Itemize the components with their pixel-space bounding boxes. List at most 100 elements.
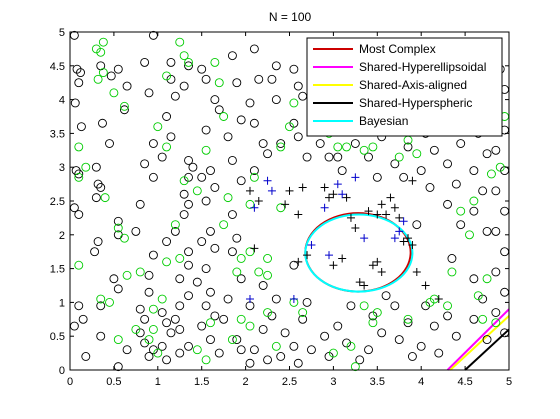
data-point xyxy=(206,335,215,345)
x-tick-label: 2.5 xyxy=(282,376,297,388)
data-point xyxy=(394,335,404,345)
data-point xyxy=(232,335,242,345)
data-point xyxy=(469,314,479,324)
data-point xyxy=(443,311,452,321)
data-point xyxy=(236,314,246,324)
data-point xyxy=(76,68,85,78)
data-point xyxy=(263,254,272,263)
data-point xyxy=(175,301,185,311)
data-point xyxy=(495,162,505,172)
data-point xyxy=(184,61,193,71)
data-point xyxy=(144,88,154,98)
data-point xyxy=(179,81,189,91)
data-point xyxy=(170,226,180,236)
data-point xyxy=(184,247,193,257)
data-point xyxy=(227,247,237,257)
data-point xyxy=(478,186,488,196)
data-point-plus xyxy=(404,234,413,243)
data-point-plus xyxy=(399,237,408,246)
data-point-plus xyxy=(294,257,303,266)
data-point xyxy=(236,274,246,284)
data-point xyxy=(232,267,242,277)
data-point xyxy=(184,199,193,209)
data-point xyxy=(210,57,220,67)
data-point xyxy=(456,206,466,216)
data-point xyxy=(113,223,123,233)
data-point xyxy=(227,155,237,165)
data-point xyxy=(201,125,211,135)
boundary-line xyxy=(464,328,510,371)
data-point xyxy=(271,95,281,105)
data-point xyxy=(377,328,387,338)
y-tick-label: 2.5 xyxy=(50,196,65,208)
data-point xyxy=(232,233,242,243)
data-point xyxy=(407,352,417,361)
data-point xyxy=(93,179,103,189)
data-point xyxy=(372,308,382,317)
x-tick-label: 2 xyxy=(243,376,249,388)
x-tick-label: 0 xyxy=(67,376,73,388)
data-point-plus xyxy=(342,193,351,202)
data-point xyxy=(355,355,365,365)
data-point xyxy=(289,98,299,108)
data-point-plus xyxy=(325,193,334,202)
data-point-plus xyxy=(320,203,329,212)
data-point-plus xyxy=(245,295,254,304)
data-point xyxy=(469,274,479,284)
data-point xyxy=(346,341,356,351)
data-point xyxy=(140,314,150,324)
data-point xyxy=(197,321,207,331)
data-point xyxy=(447,267,457,277)
data-point xyxy=(403,318,413,328)
data-point xyxy=(74,142,84,152)
data-point xyxy=(206,166,215,176)
data-point xyxy=(166,57,176,67)
data-point xyxy=(122,345,132,355)
data-point xyxy=(293,81,303,91)
data-point xyxy=(390,301,400,311)
data-point xyxy=(148,139,158,148)
data-point xyxy=(206,226,215,236)
axes: 0 0.5 1 1.5 2 2.5 3 3.5 4 4.5 5 0 0.5 1 1.5 2 2.5 3 3.5 4 4.… xyxy=(50,27,512,388)
data-point xyxy=(206,287,215,297)
data-point-plus xyxy=(338,254,347,263)
data-point xyxy=(276,352,286,361)
data-point xyxy=(258,139,268,148)
data-point-plus xyxy=(408,176,417,185)
data-point-plus xyxy=(329,261,338,270)
data-point xyxy=(364,345,373,355)
data-point xyxy=(93,237,103,247)
data-point xyxy=(412,149,422,159)
data-point xyxy=(482,226,492,236)
x-tick-label: 3 xyxy=(330,376,336,388)
data-point-plus xyxy=(360,281,369,290)
data-point-plus xyxy=(408,240,417,249)
data-point xyxy=(491,186,501,196)
data-point xyxy=(289,341,299,351)
data-point xyxy=(157,308,167,317)
data-point xyxy=(78,314,88,324)
data-point xyxy=(359,145,369,155)
data-point xyxy=(263,270,272,280)
data-point xyxy=(119,233,129,243)
data-point-plus xyxy=(325,251,334,260)
y-tick-label: 2 xyxy=(59,230,65,242)
data-point xyxy=(447,254,457,263)
data-point xyxy=(214,78,224,88)
data-point xyxy=(144,352,154,361)
data-point xyxy=(416,166,426,176)
data-point xyxy=(72,64,82,74)
data-point xyxy=(346,301,356,311)
data-point xyxy=(219,220,229,230)
data-point xyxy=(74,172,84,182)
data-point-plus xyxy=(386,193,395,202)
data-point-plus xyxy=(395,227,404,236)
legend-label: Most Complex xyxy=(359,42,436,56)
data-point xyxy=(113,64,123,74)
data-point xyxy=(153,122,163,132)
data-point xyxy=(113,284,123,294)
data-point xyxy=(162,318,172,328)
data-point xyxy=(276,139,286,148)
data-point xyxy=(70,98,80,108)
data-point xyxy=(90,247,100,257)
